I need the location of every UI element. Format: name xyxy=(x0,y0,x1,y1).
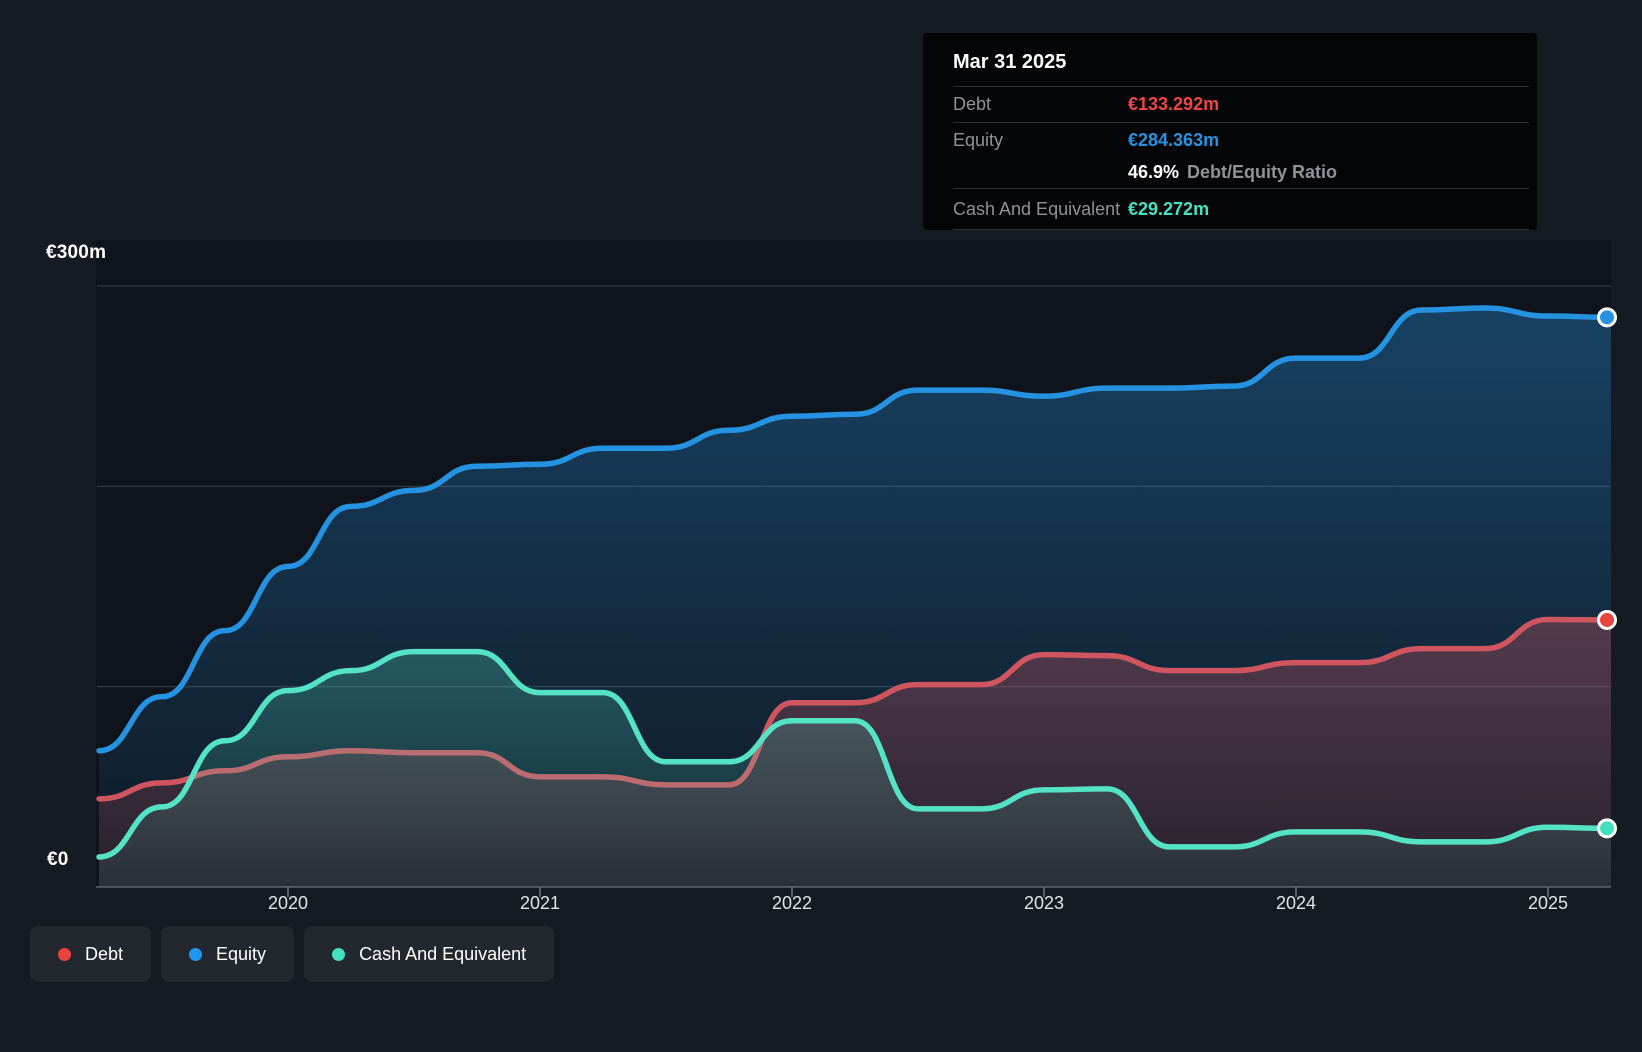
x-axis-label-2025: 2025 xyxy=(1508,893,1588,914)
chart-tooltip: Mar 31 2025 Debt €133.292m Equity €284.3… xyxy=(923,33,1537,230)
legend: Debt Equity Cash And Equivalent xyxy=(30,926,554,982)
debt-dot-icon xyxy=(58,948,71,961)
cash-and-equivalent-marker[interactable] xyxy=(1599,820,1616,837)
debt-marker[interactable] xyxy=(1599,611,1616,628)
legend-item-debt[interactable]: Debt xyxy=(30,926,151,982)
tooltip-ratio-label: Debt/Equity Ratio xyxy=(1187,162,1337,183)
legend-equity-label: Equity xyxy=(216,944,266,965)
tooltip-equity-label: Equity xyxy=(953,130,1128,151)
tooltip-row-cash: Cash And Equivalent €29.272m xyxy=(923,189,1537,229)
tooltip-ratio-value: 46.9% xyxy=(1128,162,1179,183)
legend-debt-label: Debt xyxy=(85,944,123,965)
y-axis-label-300m: €300m xyxy=(46,242,106,264)
legend-item-equity[interactable]: Equity xyxy=(161,926,294,982)
tooltip-cash-label: Cash And Equivalent xyxy=(953,199,1128,220)
equity-dot-icon xyxy=(189,948,202,961)
divider xyxy=(953,229,1529,230)
x-axis-label-2023: 2023 xyxy=(1004,893,1084,914)
legend-item-cash[interactable]: Cash And Equivalent xyxy=(304,926,554,982)
tooltip-debt-value: €133.292m xyxy=(1128,94,1219,115)
tooltip-date: Mar 31 2025 xyxy=(923,43,1537,86)
legend-cash-label: Cash And Equivalent xyxy=(359,944,526,965)
tooltip-equity-value: €284.363m xyxy=(1128,130,1219,151)
cash-dot-icon xyxy=(332,948,345,961)
tooltip-row-ratio: 46.9% Debt/Equity Ratio xyxy=(923,157,1537,188)
tooltip-row-debt: Debt €133.292m xyxy=(923,87,1537,122)
equity-marker[interactable] xyxy=(1599,309,1616,326)
tooltip-row-equity: Equity €284.363m xyxy=(923,123,1537,157)
x-axis-label-2024: 2024 xyxy=(1256,893,1336,914)
tooltip-debt-label: Debt xyxy=(953,94,1128,115)
x-axis-label-2020: 2020 xyxy=(248,893,328,914)
y-axis-label-0: €0 xyxy=(47,849,69,871)
tooltip-cash-value: €29.272m xyxy=(1128,199,1209,220)
x-axis-label-2021: 2021 xyxy=(500,893,580,914)
x-axis-label-2022: 2022 xyxy=(752,893,832,914)
chart-root: €300m €0 2020 2021 2022 2023 2024 2025 M… xyxy=(0,0,1642,1052)
